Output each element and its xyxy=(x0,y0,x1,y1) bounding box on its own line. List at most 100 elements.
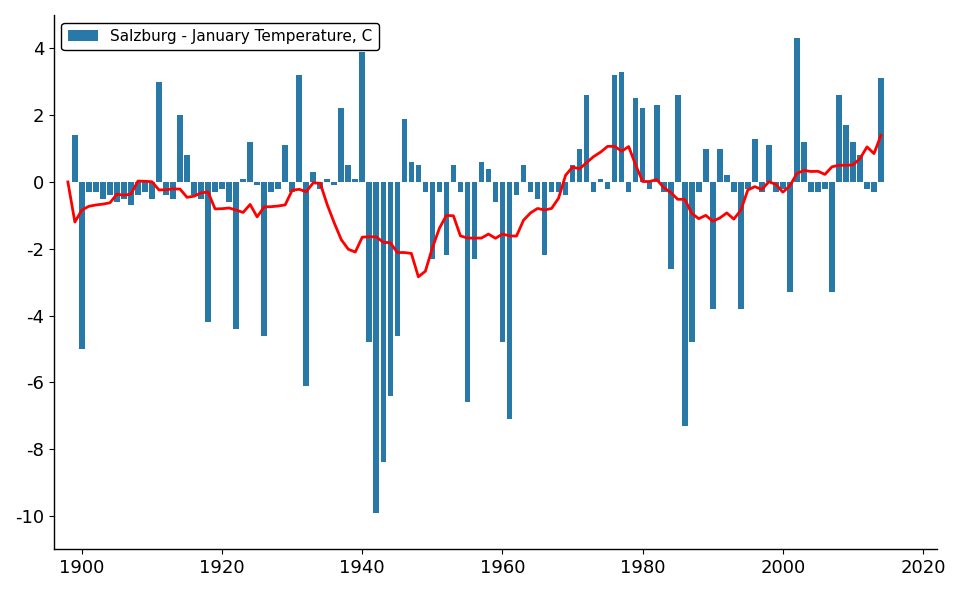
Bar xyxy=(100,182,106,199)
Bar xyxy=(416,165,421,182)
Bar xyxy=(402,118,407,182)
Bar xyxy=(170,182,176,199)
Bar xyxy=(850,142,856,182)
Bar xyxy=(626,182,632,192)
Bar xyxy=(464,182,470,403)
Bar xyxy=(86,182,91,192)
Bar xyxy=(829,182,835,292)
Bar xyxy=(374,182,379,513)
Bar xyxy=(689,182,694,342)
Bar xyxy=(493,182,498,202)
Bar xyxy=(93,182,99,192)
Bar xyxy=(192,182,196,195)
Bar xyxy=(780,182,786,189)
Bar xyxy=(500,182,506,342)
Bar xyxy=(331,182,337,185)
Bar xyxy=(577,149,583,182)
Bar xyxy=(451,165,456,182)
Bar xyxy=(408,162,414,182)
Bar xyxy=(556,182,561,192)
Bar xyxy=(220,182,225,189)
Bar xyxy=(479,162,484,182)
Bar xyxy=(605,182,611,189)
Bar xyxy=(367,182,372,342)
Bar xyxy=(254,182,260,185)
Bar xyxy=(163,182,169,195)
Bar xyxy=(226,182,232,202)
Bar xyxy=(444,182,449,255)
Bar xyxy=(457,182,463,192)
Bar xyxy=(591,182,596,192)
Bar xyxy=(724,175,730,182)
Bar xyxy=(872,182,876,192)
Bar xyxy=(261,182,267,336)
Bar xyxy=(303,182,309,385)
Legend: Salzburg - January Temperature, C: Salzburg - January Temperature, C xyxy=(62,22,378,50)
Bar xyxy=(668,182,673,269)
Bar xyxy=(241,179,246,182)
Bar xyxy=(472,182,478,259)
Bar xyxy=(619,72,624,182)
Bar xyxy=(549,182,555,192)
Bar xyxy=(682,182,688,426)
Bar xyxy=(612,75,617,182)
Bar xyxy=(149,182,155,199)
Bar xyxy=(436,182,442,192)
Bar xyxy=(184,155,190,182)
Bar xyxy=(359,52,365,182)
Bar xyxy=(844,125,848,182)
Bar xyxy=(675,95,681,182)
Bar xyxy=(654,105,660,182)
Bar xyxy=(528,182,534,192)
Bar xyxy=(128,182,134,205)
Bar xyxy=(282,145,288,182)
Bar xyxy=(738,182,743,309)
Bar xyxy=(325,179,330,182)
Bar xyxy=(815,182,820,192)
Bar xyxy=(801,142,807,182)
Bar xyxy=(338,108,344,182)
Bar xyxy=(352,179,358,182)
Bar xyxy=(696,182,702,192)
Bar xyxy=(346,165,351,182)
Bar xyxy=(731,182,737,192)
Bar xyxy=(647,182,653,189)
Bar xyxy=(836,95,842,182)
Bar xyxy=(507,182,512,419)
Bar xyxy=(864,182,870,189)
Bar xyxy=(198,182,204,199)
Bar xyxy=(562,182,568,195)
Bar xyxy=(598,179,604,182)
Bar xyxy=(380,182,386,462)
Bar xyxy=(808,182,814,192)
Bar xyxy=(318,182,323,189)
Bar xyxy=(570,165,575,182)
Bar xyxy=(177,115,183,182)
Bar xyxy=(759,182,765,192)
Bar xyxy=(107,182,113,195)
Bar xyxy=(752,139,758,182)
Bar xyxy=(717,149,722,182)
Bar xyxy=(387,182,393,395)
Bar xyxy=(878,79,884,182)
Bar xyxy=(121,182,127,199)
Bar xyxy=(661,182,666,192)
Bar xyxy=(534,182,540,199)
Bar xyxy=(633,98,638,182)
Bar xyxy=(773,182,779,192)
Bar xyxy=(857,155,863,182)
Bar xyxy=(710,182,716,309)
Bar xyxy=(745,182,750,189)
Bar xyxy=(423,182,429,192)
Bar xyxy=(794,38,799,182)
Bar xyxy=(205,182,211,322)
Bar xyxy=(395,182,401,336)
Bar xyxy=(822,182,828,189)
Bar xyxy=(429,182,435,259)
Bar xyxy=(766,145,771,182)
Bar xyxy=(115,182,119,202)
Bar xyxy=(143,182,147,192)
Bar xyxy=(639,108,645,182)
Bar xyxy=(297,75,302,182)
Bar xyxy=(79,182,85,349)
